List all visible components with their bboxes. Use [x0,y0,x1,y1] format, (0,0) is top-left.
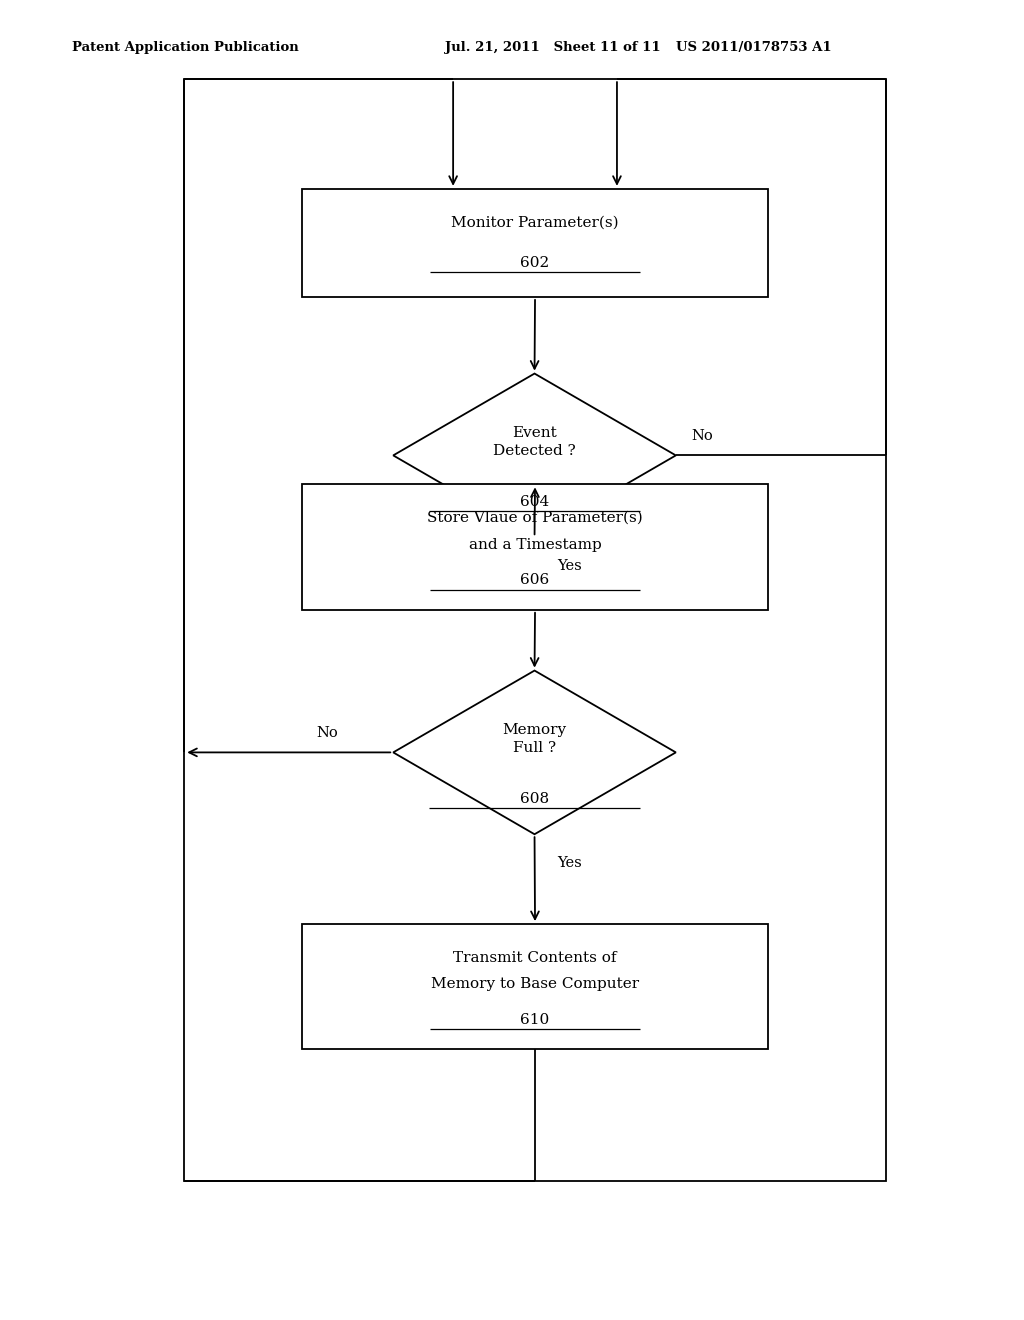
Text: Yes: Yes [557,857,582,870]
Text: 608: 608 [520,792,549,805]
Text: Store Vlaue of Parameter(s): Store Vlaue of Parameter(s) [427,511,643,525]
Text: 602: 602 [520,256,550,269]
Text: Memory to Base Computer: Memory to Base Computer [431,977,639,991]
Text: 610: 610 [520,1012,550,1027]
Bar [184,79,886,1181]
Bar [302,924,768,1049]
Polygon shape [393,671,676,834]
Text: Monitor Parameter(s): Monitor Parameter(s) [452,216,618,230]
Polygon shape [393,374,676,537]
Text: US 2011/0178753 A1: US 2011/0178753 A1 [676,41,831,54]
Text: No: No [316,726,338,739]
Text: Patent Application Publication: Patent Application Publication [72,41,298,54]
Text: Memory
Full ?: Memory Full ? [503,723,566,755]
Text: Event
Detected ?: Event Detected ? [494,426,575,458]
Bar [302,484,768,610]
Text: Transmit Contents of: Transmit Contents of [454,950,616,965]
Text: Jul. 21, 2011   Sheet 11 of 11: Jul. 21, 2011 Sheet 11 of 11 [445,41,662,54]
Text: 606: 606 [520,573,550,587]
Text: No: No [691,429,713,442]
Text: Yes: Yes [557,560,582,573]
Text: and a Timestamp: and a Timestamp [469,537,601,552]
Text: 604: 604 [520,495,549,508]
Bar [302,189,768,297]
Text: FIG. 6: FIG. 6 [456,108,568,143]
